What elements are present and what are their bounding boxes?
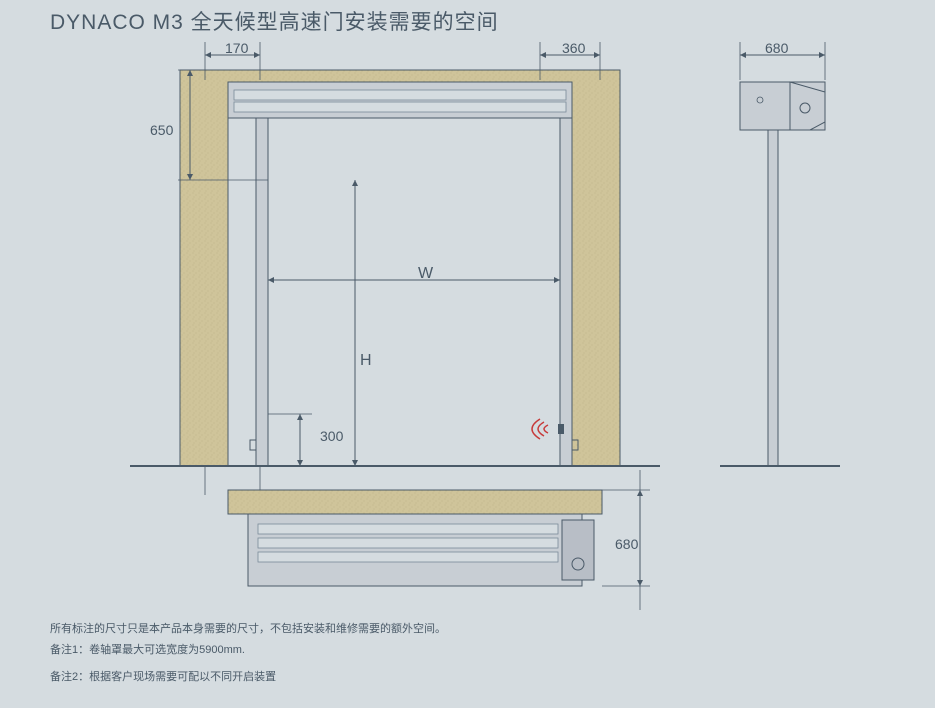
side-view (720, 42, 840, 466)
sensor-icon (532, 419, 564, 439)
top-view (228, 470, 650, 610)
technical-drawing (0, 0, 935, 708)
front-view (130, 42, 660, 495)
